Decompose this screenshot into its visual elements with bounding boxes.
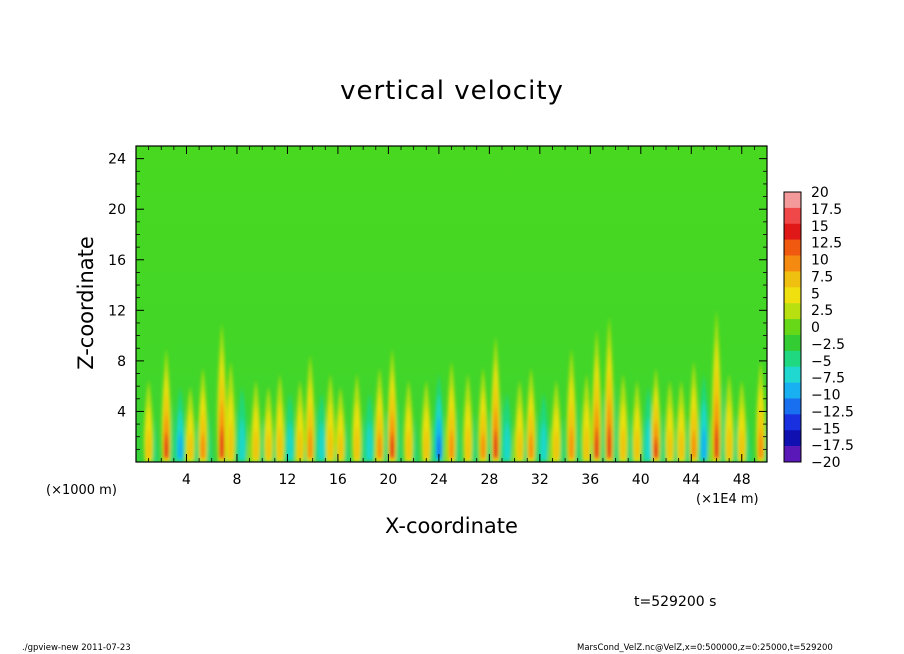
colorbar-label: −10: [811, 388, 841, 404]
colorbar-swatch: [784, 382, 801, 399]
velocity-streak: [651, 367, 666, 462]
colorbar-label: 20: [811, 185, 829, 201]
colorbar-label: −15: [811, 421, 841, 437]
y-tick-label: 24: [108, 152, 126, 168]
footer-right: MarsCond_VelZ.nc@VelZ,x=0:500000,z=0:250…: [577, 643, 833, 653]
velocity-streak: [591, 329, 607, 462]
velocity-streak: [463, 373, 478, 462]
plot-area: [135, 145, 768, 463]
velocity-streak: [175, 386, 191, 462]
velocity-streak: [566, 348, 582, 462]
x-unit-left-label: (×1000 m): [46, 483, 117, 498]
y-tick-label: 16: [108, 253, 126, 269]
y-tick-label: 8: [117, 354, 126, 370]
x-tick-label: 16: [329, 472, 347, 488]
x-tick-label: 44: [682, 472, 700, 488]
colorbar-label: −17.5: [811, 438, 854, 454]
colorbar-swatch: [784, 414, 801, 431]
velocity-streak: [618, 373, 634, 462]
footer-left: ./gpview-new 2011-07-23: [22, 643, 131, 653]
colorbar-label: 15: [811, 219, 829, 235]
x-tick-label: 48: [733, 472, 751, 488]
x-tick-label: 28: [480, 472, 498, 488]
velocity-streak: [446, 360, 462, 462]
colorbar-swatch: [784, 223, 801, 240]
velocity-streak: [403, 379, 419, 462]
colorbar-label: 5: [811, 286, 820, 302]
velocity-streak: [490, 335, 506, 462]
colorbar-label: 17.5: [811, 202, 842, 218]
velocity-streak: [699, 373, 714, 462]
velocity-streak: [237, 386, 253, 462]
x-tick-label: 32: [531, 472, 549, 488]
colorbar-swatch: [784, 303, 801, 320]
x-axis-label: X-coordinate: [385, 514, 518, 538]
velocity-streak: [198, 367, 213, 462]
x-tick-label: 8: [232, 472, 241, 488]
velocity-streak: [143, 379, 159, 462]
velocity-streak: [632, 379, 648, 462]
colorbar-label: −7.5: [811, 371, 845, 387]
colorbar-label: 2.5: [811, 303, 833, 319]
x-unit-right-label: (×1E4 m): [696, 492, 759, 507]
velocity-streak: [251, 379, 266, 462]
velocity-streak: [161, 348, 177, 462]
velocity-streak: [275, 373, 290, 462]
velocity-streak: [604, 316, 620, 462]
colorbar-swatch: [784, 207, 801, 225]
colorbar-swatch: [784, 239, 801, 256]
colorbar-swatch: [784, 192, 801, 209]
colorbar-swatch: [784, 446, 801, 463]
colorbar-label: −2.5: [811, 337, 845, 353]
colorbar-swatch: [784, 366, 801, 383]
velocity-streak: [711, 310, 727, 462]
colorbar-label: 7.5: [811, 269, 833, 285]
colorbar-swatch: [784, 271, 801, 288]
y-tick-label: 12: [108, 303, 126, 319]
colorbar-label: 10: [811, 253, 829, 269]
velocity-streak: [374, 367, 390, 462]
velocity-streak: [185, 386, 201, 462]
time-label: t=529200 s: [634, 594, 717, 610]
colorbar-swatch: [784, 398, 801, 415]
x-tick-label: 20: [379, 472, 397, 488]
velocity-streak: [514, 379, 530, 462]
velocity-streak: [387, 348, 403, 462]
y-tick-label: 4: [117, 404, 126, 420]
colorbar-label: 0: [811, 320, 820, 336]
velocity-streak: [526, 367, 542, 462]
x-tick-label: 4: [182, 472, 191, 488]
colorbar-swatch: [784, 350, 801, 368]
velocity-streak: [335, 386, 351, 462]
x-tick-label: 12: [279, 472, 297, 488]
colorbar-swatch: [784, 430, 801, 447]
x-tick-label: 40: [632, 472, 650, 488]
velocity-streak: [551, 379, 567, 462]
velocity-streak: [736, 379, 752, 462]
colorbar-label: 12.5: [811, 236, 842, 252]
chart-title: vertical velocity: [340, 76, 564, 106]
colorbar-label: −5: [811, 354, 832, 370]
y-tick-label: 20: [108, 202, 126, 218]
colorbar: 2017.51512.5107.552.50−2.5−5−7.5−10−12.5…: [783, 185, 854, 471]
colorbar-swatch: [784, 334, 801, 352]
x-tick-label: 24: [430, 472, 448, 488]
velocity-streak: [352, 373, 367, 462]
colorbar-label: −12.5: [811, 404, 854, 420]
x-tick-label: 36: [581, 472, 599, 488]
colorbar-label: −20: [811, 455, 841, 471]
colorbar-swatch: [784, 287, 801, 304]
colorbar-swatch: [784, 255, 801, 272]
colorbar-frame: [783, 191, 802, 463]
colorbar-swatch: [784, 319, 801, 336]
